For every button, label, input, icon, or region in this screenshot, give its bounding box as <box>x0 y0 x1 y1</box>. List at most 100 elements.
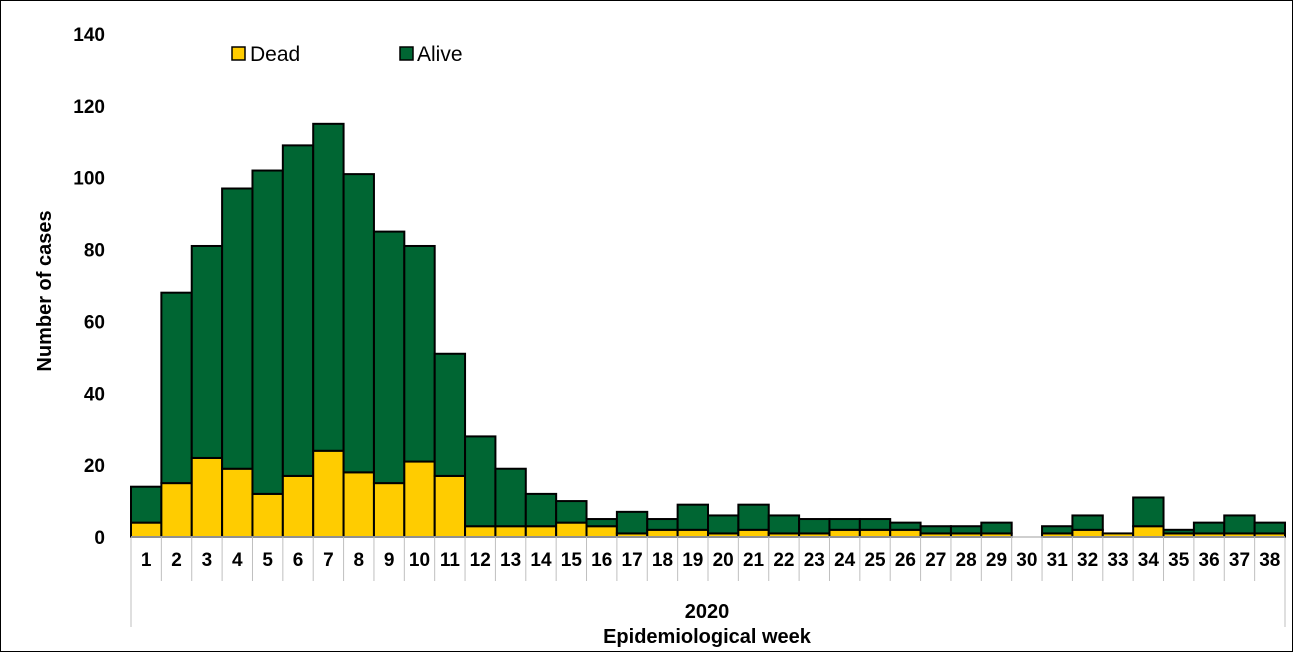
x-tick-label: 19 <box>682 550 703 571</box>
bar-alive-week-2 <box>160 291 193 485</box>
x-tick-label: 17 <box>622 550 643 571</box>
bar-alive-week-35 <box>1162 528 1195 535</box>
bar-dead-week-26 <box>889 528 922 538</box>
y-tick-label: 40 <box>84 384 105 405</box>
bar-alive-week-1 <box>130 485 163 524</box>
x-tick-label: 31 <box>1047 550 1069 571</box>
bar-alive-week-17 <box>615 510 649 535</box>
x-tick-label: 20 <box>713 550 734 571</box>
bar-dead-week-6 <box>281 474 315 538</box>
bar-alive-week-13 <box>494 467 527 528</box>
legend-label-dead: Dead <box>250 43 300 66</box>
y-tick-label: 80 <box>84 241 105 262</box>
x-axis: 1 2 3 4 5 6 7 8 9 10 11 12 13 14 15 16 17 18 19 20 21 22 23 24 2… <box>130 536 1286 627</box>
bar-alive-week-31 <box>1041 525 1074 535</box>
legend-label-alive: Alive <box>417 43 463 66</box>
x-tick-label: 3 <box>202 550 213 571</box>
bar-dead-week-10 <box>403 460 436 538</box>
x-tick-label: 35 <box>1168 550 1190 571</box>
x-tick-label: 10 <box>409 550 430 571</box>
x-tick-label: 33 <box>1107 550 1128 571</box>
x-tick-label: 24 <box>834 550 856 571</box>
x-tick-label: 12 <box>470 550 491 571</box>
x-tick-label: 5 <box>262 550 273 571</box>
bar-alive-week-8 <box>342 173 375 474</box>
bar-dead-week-12 <box>464 525 497 539</box>
bar-dead-week-19 <box>676 528 710 538</box>
x-tick-label: 11 <box>440 550 461 571</box>
y-tick-label: 100 <box>73 169 105 190</box>
bar-alive-week-28 <box>949 525 983 535</box>
bar-alive-week-38 <box>1253 521 1287 535</box>
bar-alive-week-37 <box>1223 514 1256 535</box>
x-tick-label: 36 <box>1199 550 1220 571</box>
x-tick-label: 34 <box>1138 550 1160 571</box>
bar-dead-week-16 <box>585 525 618 539</box>
bar-dead-week-14 <box>524 525 558 539</box>
x-tick-label: 18 <box>652 550 673 571</box>
bar-dead-week-18 <box>646 528 679 538</box>
x-tick-label: 15 <box>561 550 583 571</box>
bar-alive-week-34 <box>1132 496 1165 528</box>
bar-dead-week-7 <box>312 449 345 538</box>
bar-alive-week-5 <box>251 169 284 495</box>
x-tick-label: 37 <box>1229 550 1250 571</box>
bar-alive-week-3 <box>190 244 224 459</box>
bar-alive-week-29 <box>980 521 1013 535</box>
bar-alive-week-36 <box>1192 521 1226 535</box>
x-tick-label: 16 <box>591 550 612 571</box>
x-tick-label: 28 <box>956 550 977 571</box>
bar-alive-week-26 <box>889 521 922 531</box>
bar-alive-week-10 <box>403 244 436 463</box>
bar-dead-week-3 <box>190 456 224 539</box>
legend: Dead Alive <box>231 43 463 66</box>
bar-dead-week-15 <box>555 521 588 539</box>
x-tick-label: 25 <box>864 550 886 571</box>
x-tick-label: 29 <box>986 550 1007 571</box>
bar-alive-week-9 <box>372 230 406 485</box>
y-tick-label: 120 <box>73 97 105 118</box>
bar-alive-week-14 <box>524 492 558 528</box>
bar-alive-week-24 <box>828 518 861 531</box>
bar-alive-week-4 <box>221 187 254 470</box>
y-tick-label: 0 <box>94 528 105 549</box>
group-label: 2020 <box>685 601 730 623</box>
legend-swatch-dead <box>231 46 246 61</box>
y-tick-label: 60 <box>84 312 105 333</box>
bar-dead-week-2 <box>160 482 193 539</box>
bar-dead-week-25 <box>858 528 892 538</box>
bars <box>130 122 1287 539</box>
bar-alive-week-21 <box>737 503 770 531</box>
bar-dead-week-1 <box>130 521 163 539</box>
x-tick-label: 1 <box>141 550 152 571</box>
x-tick-label: 38 <box>1259 550 1280 571</box>
y-axis: 0 20 40 60 80 100 120 140 <box>73 25 105 549</box>
x-tick-label: 22 <box>773 550 794 571</box>
bar-alive-week-19 <box>676 503 710 531</box>
bar-alive-week-7 <box>312 122 345 452</box>
bar-dead-week-34 <box>1132 525 1165 539</box>
x-tick-label: 2 <box>171 550 182 571</box>
bar-alive-week-11 <box>433 352 467 477</box>
bar-dead-week-21 <box>737 528 770 538</box>
x-tick-label: 14 <box>530 550 552 571</box>
bar-alive-week-25 <box>858 518 892 531</box>
bar-alive-week-20 <box>707 514 740 535</box>
x-axis-title: Epidemiological week <box>603 626 812 648</box>
bar-alive-week-12 <box>464 435 497 528</box>
legend-swatch-alive <box>399 46 414 61</box>
bar-alive-week-22 <box>767 514 801 535</box>
bar-dead-week-5 <box>251 492 284 538</box>
bar-alive-week-32 <box>1071 514 1104 531</box>
bar-dead-week-24 <box>828 528 861 538</box>
x-tick-label: 6 <box>293 550 304 571</box>
x-tick-label: 27 <box>925 550 946 571</box>
bar-alive-week-16 <box>585 518 618 528</box>
y-tick-label: 20 <box>84 456 105 477</box>
x-tick-label: 23 <box>804 550 825 571</box>
x-tick-label: 21 <box>743 550 765 571</box>
x-tick-label: 7 <box>323 550 334 571</box>
bar-dead-week-32 <box>1071 528 1104 538</box>
